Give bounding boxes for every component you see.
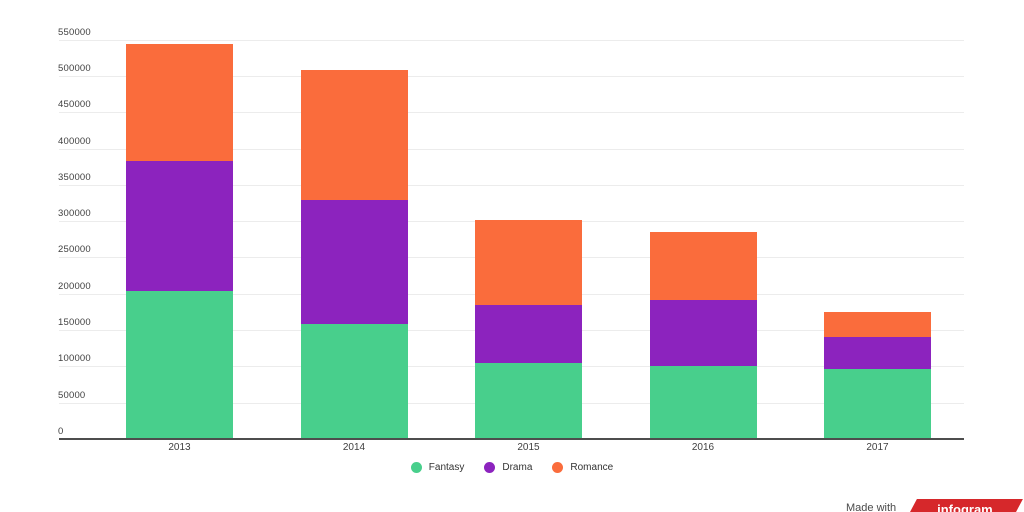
legend-item-drama: Drama xyxy=(484,462,532,473)
y-axis-tick-label-0: 0 xyxy=(58,426,64,437)
y-axis-tick-label-400000: 400000 xyxy=(58,135,91,147)
gridline-550000 xyxy=(59,39,964,41)
bar-2014-drama[interactable] xyxy=(300,200,408,324)
x-axis-label-2015: 2015 xyxy=(517,442,540,453)
legend-swatch-fantasy-icon xyxy=(410,462,422,473)
bar-2016-romance[interactable] xyxy=(649,232,757,300)
y-axis-tick-label-350000: 350000 xyxy=(58,171,91,183)
gridline-450000 xyxy=(59,112,964,114)
y-axis-tick-label-50000: 50000 xyxy=(58,389,86,401)
bar-2013-fantasy[interactable] xyxy=(126,290,233,439)
x-axis-label-2016: 2016 xyxy=(691,442,715,453)
bar-2013-romance[interactable] xyxy=(126,43,233,161)
gridline-500000 xyxy=(59,75,964,77)
bar-2017-romance[interactable] xyxy=(824,311,931,338)
legend-swatch-drama-icon xyxy=(484,462,496,473)
y-axis-tick-label-100000: 100000 xyxy=(58,353,91,365)
y-axis-tick-label-500000: 500000 xyxy=(58,62,91,74)
bar-2016-fantasy[interactable] xyxy=(649,366,757,439)
legend-swatch-romance-icon xyxy=(552,462,564,473)
y-axis-tick-label-200000: 200000 xyxy=(58,280,91,292)
y-axis-tick-label-250000: 250000 xyxy=(58,244,91,256)
gridline-400000 xyxy=(59,148,964,150)
legend-item-fantasy: Fantasy xyxy=(410,462,465,473)
infogram-logo[interactable]: infogram xyxy=(937,502,993,512)
legend: Fantasy Drama Romance xyxy=(0,462,1024,473)
y-axis-tick-label-150000: 150000 xyxy=(58,317,91,329)
bar-2015-drama[interactable] xyxy=(475,305,582,364)
bar-2017-drama[interactable] xyxy=(824,337,931,369)
gridline-350000 xyxy=(59,184,964,186)
x-axis-line xyxy=(59,438,964,440)
bar-2015-fantasy[interactable] xyxy=(475,363,582,439)
infogram-badge[interactable]: infogram xyxy=(903,499,1023,512)
made-with-text: Made with xyxy=(846,502,897,512)
legend-item-romance: Romance xyxy=(552,462,613,473)
x-axis-label-2014: 2014 xyxy=(342,442,366,453)
bar-2017-fantasy[interactable] xyxy=(824,368,931,439)
x-axis-label-2013: 2013 xyxy=(168,442,191,453)
bar-2013-drama[interactable] xyxy=(126,160,233,291)
y-axis-tick-label-300000: 300000 xyxy=(58,208,91,220)
y-axis-tick-label-450000: 450000 xyxy=(58,99,91,111)
bar-2015-romance[interactable] xyxy=(475,219,582,306)
x-axis-label-2017: 2017 xyxy=(866,442,889,453)
legend-label-fantasy: Fantasy xyxy=(428,462,465,473)
y-axis-tick-label-550000: 550000 xyxy=(58,26,91,38)
bar-2016-drama[interactable] xyxy=(649,299,757,367)
legend-label-romance: Romance xyxy=(570,462,614,473)
legend-label-drama: Drama xyxy=(502,462,533,473)
plot-area: 0 50000 100000 150000 200000 250000 300000 3500… xyxy=(58,26,964,453)
bar-2014-fantasy[interactable] xyxy=(300,323,408,439)
bar-2014-romance[interactable] xyxy=(300,70,408,201)
